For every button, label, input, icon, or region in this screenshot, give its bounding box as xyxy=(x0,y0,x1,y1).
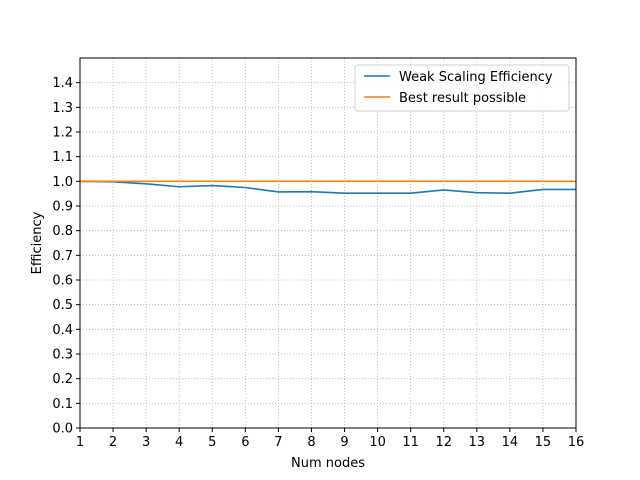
y-tick-label: 0.5 xyxy=(52,298,73,313)
x-tick-label: 5 xyxy=(208,435,216,450)
y-tick-label: 1.0 xyxy=(52,175,73,190)
x-tick-label: 14 xyxy=(502,435,519,450)
y-axis-label: Efficiency xyxy=(30,211,45,274)
x-tick-label: 9 xyxy=(340,435,348,450)
y-tick-label: 0.6 xyxy=(52,274,73,289)
x-tick-label: 7 xyxy=(274,435,282,450)
y-tick-label: 0.2 xyxy=(52,372,73,387)
legend-box xyxy=(354,64,570,112)
x-tick-label: 13 xyxy=(469,435,486,450)
x-tick-label: 12 xyxy=(435,435,452,450)
x-axis-ticks: 1 2 3 4 5 6 7 8 9 10 11 12 13 14 15 16 xyxy=(76,428,584,450)
y-tick-label: 0.7 xyxy=(52,249,73,264)
y-tick-label: 1.3 xyxy=(52,101,73,116)
y-tick-label: 0.8 xyxy=(52,224,73,239)
x-tick-label: 15 xyxy=(535,435,552,450)
x-tick-label: 16 xyxy=(568,435,585,450)
y-tick-label: 1.4 xyxy=(52,76,73,91)
y-tick-label: 0.0 xyxy=(52,422,73,437)
series-line-0 xyxy=(79,180,576,194)
x-tick-label: 4 xyxy=(175,435,183,450)
y-tick-label: 0.3 xyxy=(52,348,73,363)
y-tick-label: 1.2 xyxy=(52,126,73,141)
x-tick-label: 8 xyxy=(307,435,315,450)
legend-label-1: Best result possible xyxy=(399,91,526,106)
x-tick-label: 10 xyxy=(369,435,386,450)
legend: Weak Scaling Efficiency Best result possi… xyxy=(354,64,570,112)
legend-label-0: Weak Scaling Efficiency xyxy=(399,70,553,85)
y-tick-label: 0.4 xyxy=(52,323,73,338)
y-tick-label: 0.9 xyxy=(52,200,73,215)
y-axis-ticks: 0.0 0.1 0.2 0.3 0.4 0.5 0.6 0.7 0.8 0.9 1.0 1.1 1.2 1… xyxy=(52,76,80,437)
x-tick-label: 6 xyxy=(241,435,249,450)
x-tick-label: 11 xyxy=(402,435,419,450)
x-tick-label: 2 xyxy=(109,435,117,450)
plot-frame xyxy=(79,57,577,429)
y-tick-label: 1.1 xyxy=(52,150,73,165)
x-tick-label: 3 xyxy=(142,435,150,450)
x-tick-label: 1 xyxy=(76,435,84,450)
y-tick-label: 0.1 xyxy=(52,397,73,412)
series-lines xyxy=(79,180,576,194)
x-axis-label: Num nodes xyxy=(291,456,365,471)
